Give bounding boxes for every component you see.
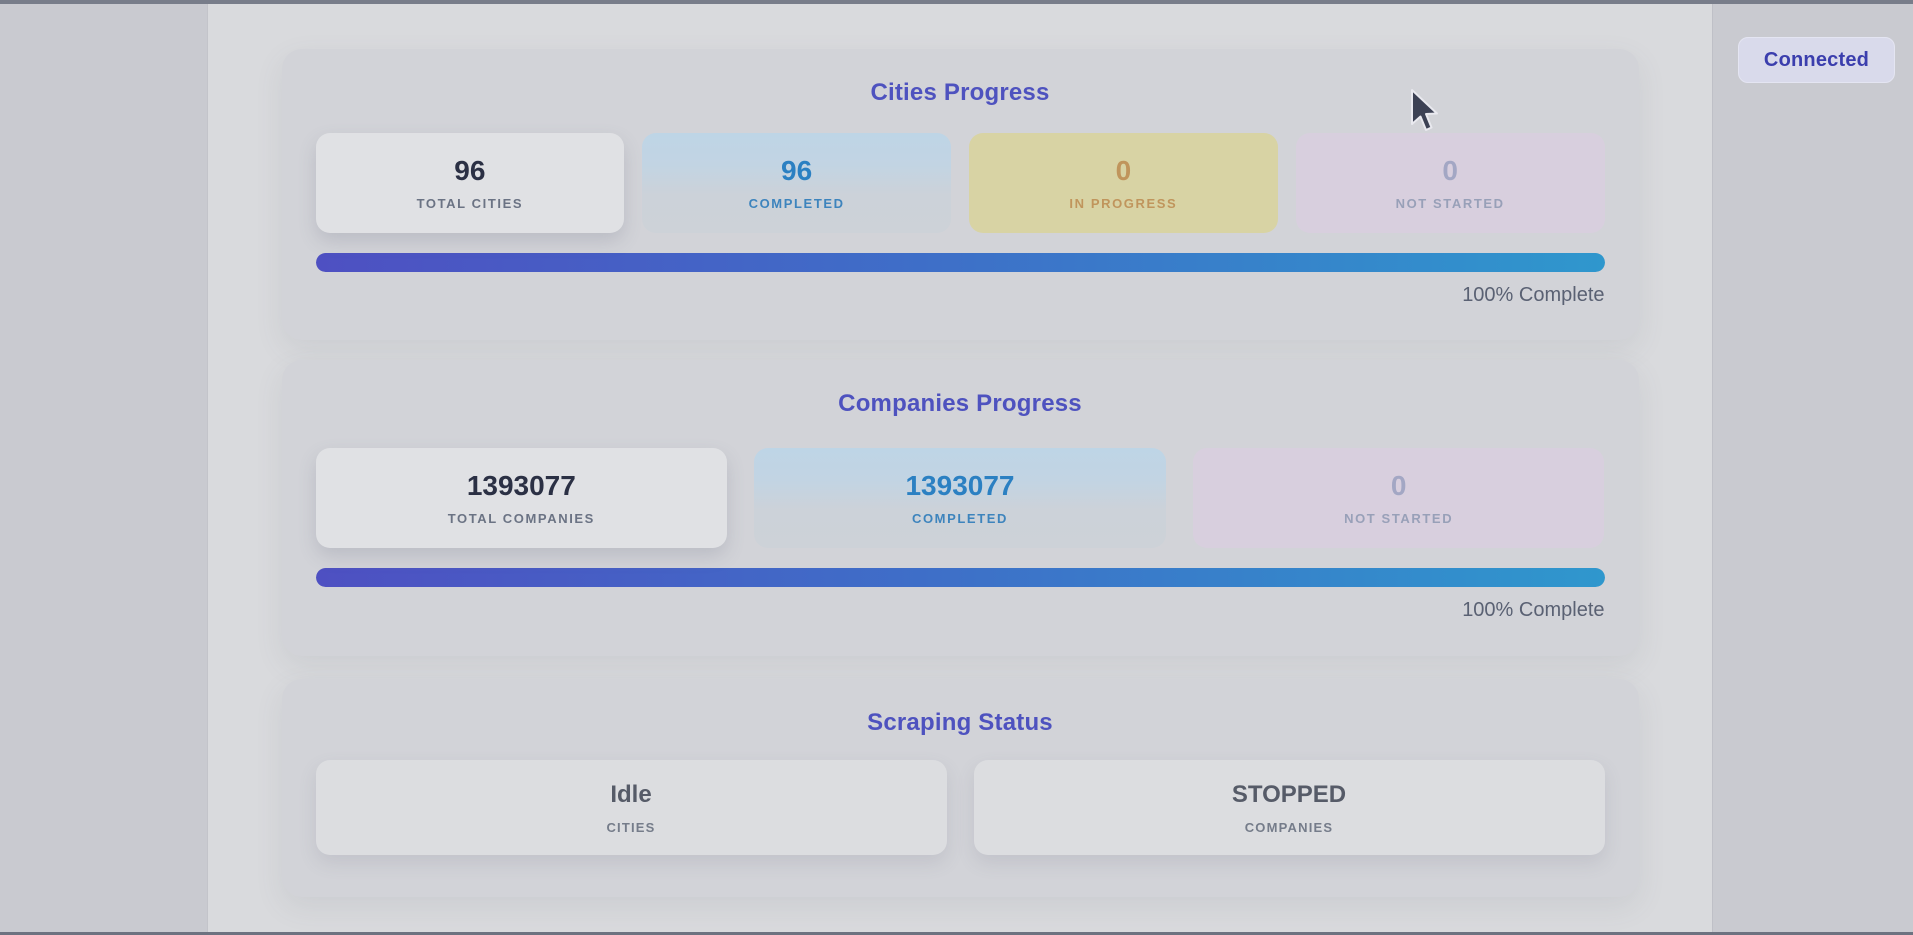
companies-progress-caption: 100% Complete: [1462, 599, 1605, 621]
companies-total-value: 1393077: [466, 469, 576, 501]
cities-progress-caption: 100% Complete: [1462, 284, 1605, 306]
companies-progress-panel: Companies Progress 1393077 TOTAL COMPANI…: [281, 360, 1639, 656]
companies-completed-value: 1393077: [905, 469, 1015, 501]
cities-scraper-status-value: Idle: [610, 781, 652, 808]
companies-completed-label: COMPLETED: [911, 510, 1008, 526]
companies-progress-fill: [315, 568, 1605, 587]
companies-progress-title: Companies Progress: [838, 390, 1082, 417]
window-bottom-edge: [0, 932, 1913, 935]
cities-total-value: 96: [454, 154, 486, 186]
cities-stats-row: 96 TOTAL CITIES 96 COMPLETED 0 IN PROGRE…: [315, 133, 1605, 233]
cities-completed-card: 96 COMPLETED: [642, 133, 951, 233]
mouse-cursor-icon: [1411, 89, 1438, 131]
scraping-status-panel: Scraping Status Idle CITIES STOPPED COMP…: [281, 679, 1639, 897]
companies-scraper-status-value: STOPPED: [1231, 781, 1347, 808]
connection-status-label: Connected: [1763, 48, 1870, 71]
cities-scraper-status-card: Idle CITIES: [315, 760, 947, 855]
cities-notstarted-card: 0 NOT STARTED: [1295, 133, 1605, 233]
cities-total-label: TOTAL CITIES: [416, 195, 524, 211]
companies-scraper-status-card: STOPPED COMPANIES: [973, 760, 1605, 855]
cities-notstarted-value: 0: [1442, 154, 1458, 186]
companies-notstarted-card: 0 NOT STARTED: [1192, 448, 1605, 548]
cities-inprogress-card: 0 IN PROGRESS: [969, 133, 1278, 233]
cities-notstarted-label: NOT STARTED: [1395, 195, 1505, 211]
cities-inprogress-value: 0: [1115, 154, 1132, 186]
cities-progress-fill: [315, 253, 1605, 272]
companies-total-label: TOTAL COMPANIES: [447, 510, 595, 526]
dashboard-content: Cities Progress 96 TOTAL CITIES 96 COMPL…: [207, 4, 1713, 932]
cities-progress-title: Cities Progress: [870, 79, 1050, 106]
companies-stats-row: 1393077 TOTAL COMPANIES 1393077 COMPLETE…: [315, 448, 1605, 548]
cities-completed-label: COMPLETED: [748, 195, 845, 211]
cities-completed-value: 96: [781, 154, 813, 186]
window-top-edge: [0, 0, 1913, 4]
companies-scraper-status-label: COMPANIES: [1244, 820, 1334, 835]
cities-progress-bar: [315, 253, 1605, 272]
scraping-status-title: Scraping Status: [867, 709, 1053, 736]
companies-notstarted-value: 0: [1390, 469, 1407, 501]
connection-status-badge: Connected: [1738, 37, 1895, 83]
companies-completed-card: 1393077 COMPLETED: [754, 448, 1166, 548]
cities-inprogress-label: IN PROGRESS: [1069, 195, 1178, 211]
scraping-status-row: Idle CITIES STOPPED COMPANIES: [315, 760, 1605, 855]
companies-notstarted-label: NOT STARTED: [1344, 510, 1454, 526]
cities-total-card: 96 TOTAL CITIES: [315, 133, 625, 233]
companies-progress-bar: [315, 568, 1605, 587]
cities-scraper-status-label: CITIES: [606, 820, 656, 835]
companies-total-card: 1393077 TOTAL COMPANIES: [315, 448, 728, 548]
